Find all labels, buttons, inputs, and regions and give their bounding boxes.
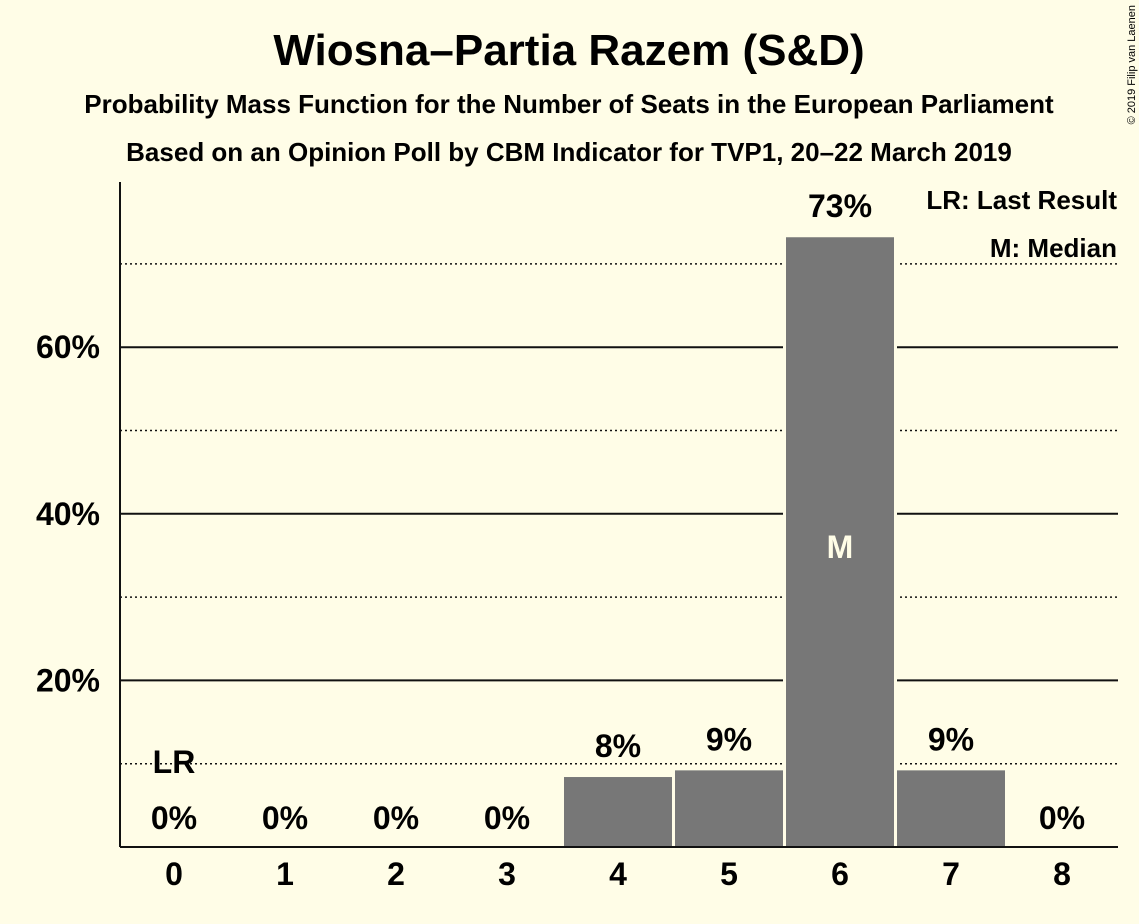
axes: 20% 40% 60% 0 1 2 3 4 5 6 7 8 [36,182,1118,892]
bar-value-label: 0% [1039,800,1085,836]
x-tick-label: 1 [276,856,294,892]
copyright-text: © 2019 Filip van Laenen [1126,5,1138,124]
x-tick-label: 4 [609,856,627,892]
bar-value-label: 0% [262,800,308,836]
legend-last-result: LR: Last Result [926,185,1117,215]
bar-value-label: 8% [595,728,641,764]
bar-value-label: 0% [151,800,197,836]
bar-value-label: 9% [706,721,752,757]
x-tick-label: 2 [387,856,405,892]
bar [786,237,894,847]
x-tick-label: 8 [1053,856,1071,892]
x-tick-label: 5 [720,856,738,892]
chart-subtitle-poll: Based on an Opinion Poll by CBM Indicato… [126,137,1012,167]
legend-median: M: Median [990,233,1117,263]
bar [897,770,1005,847]
x-tick-label: 0 [165,856,183,892]
bars [561,237,1008,847]
y-tick-label: 60% [36,329,100,365]
median-marker: M [827,529,854,565]
bar [675,770,783,847]
legend: LR: Last Result M: Median [926,185,1117,263]
gridlines [120,263,1118,765]
chart-subtitle: Probability Mass Function for the Number… [84,89,1054,119]
y-tick-label: 40% [36,496,100,532]
x-tick-label: 7 [942,856,960,892]
bar-value-label: 9% [928,721,974,757]
x-tick-label: 6 [831,856,849,892]
x-tick-label: 3 [498,856,516,892]
bar-value-label: 0% [484,800,530,836]
y-tick-label: 20% [36,662,100,698]
chart-title: Wiosna–Partia Razem (S&D) [273,26,864,75]
bar-labels: 0% LR 0% 0% 0% 8% 9% 73% M 9% 0% [151,188,1085,836]
bar [564,777,672,847]
bar-value-label: 0% [373,800,419,836]
bar-value-label: 73% [808,188,872,224]
last-result-marker: LR [153,744,196,780]
